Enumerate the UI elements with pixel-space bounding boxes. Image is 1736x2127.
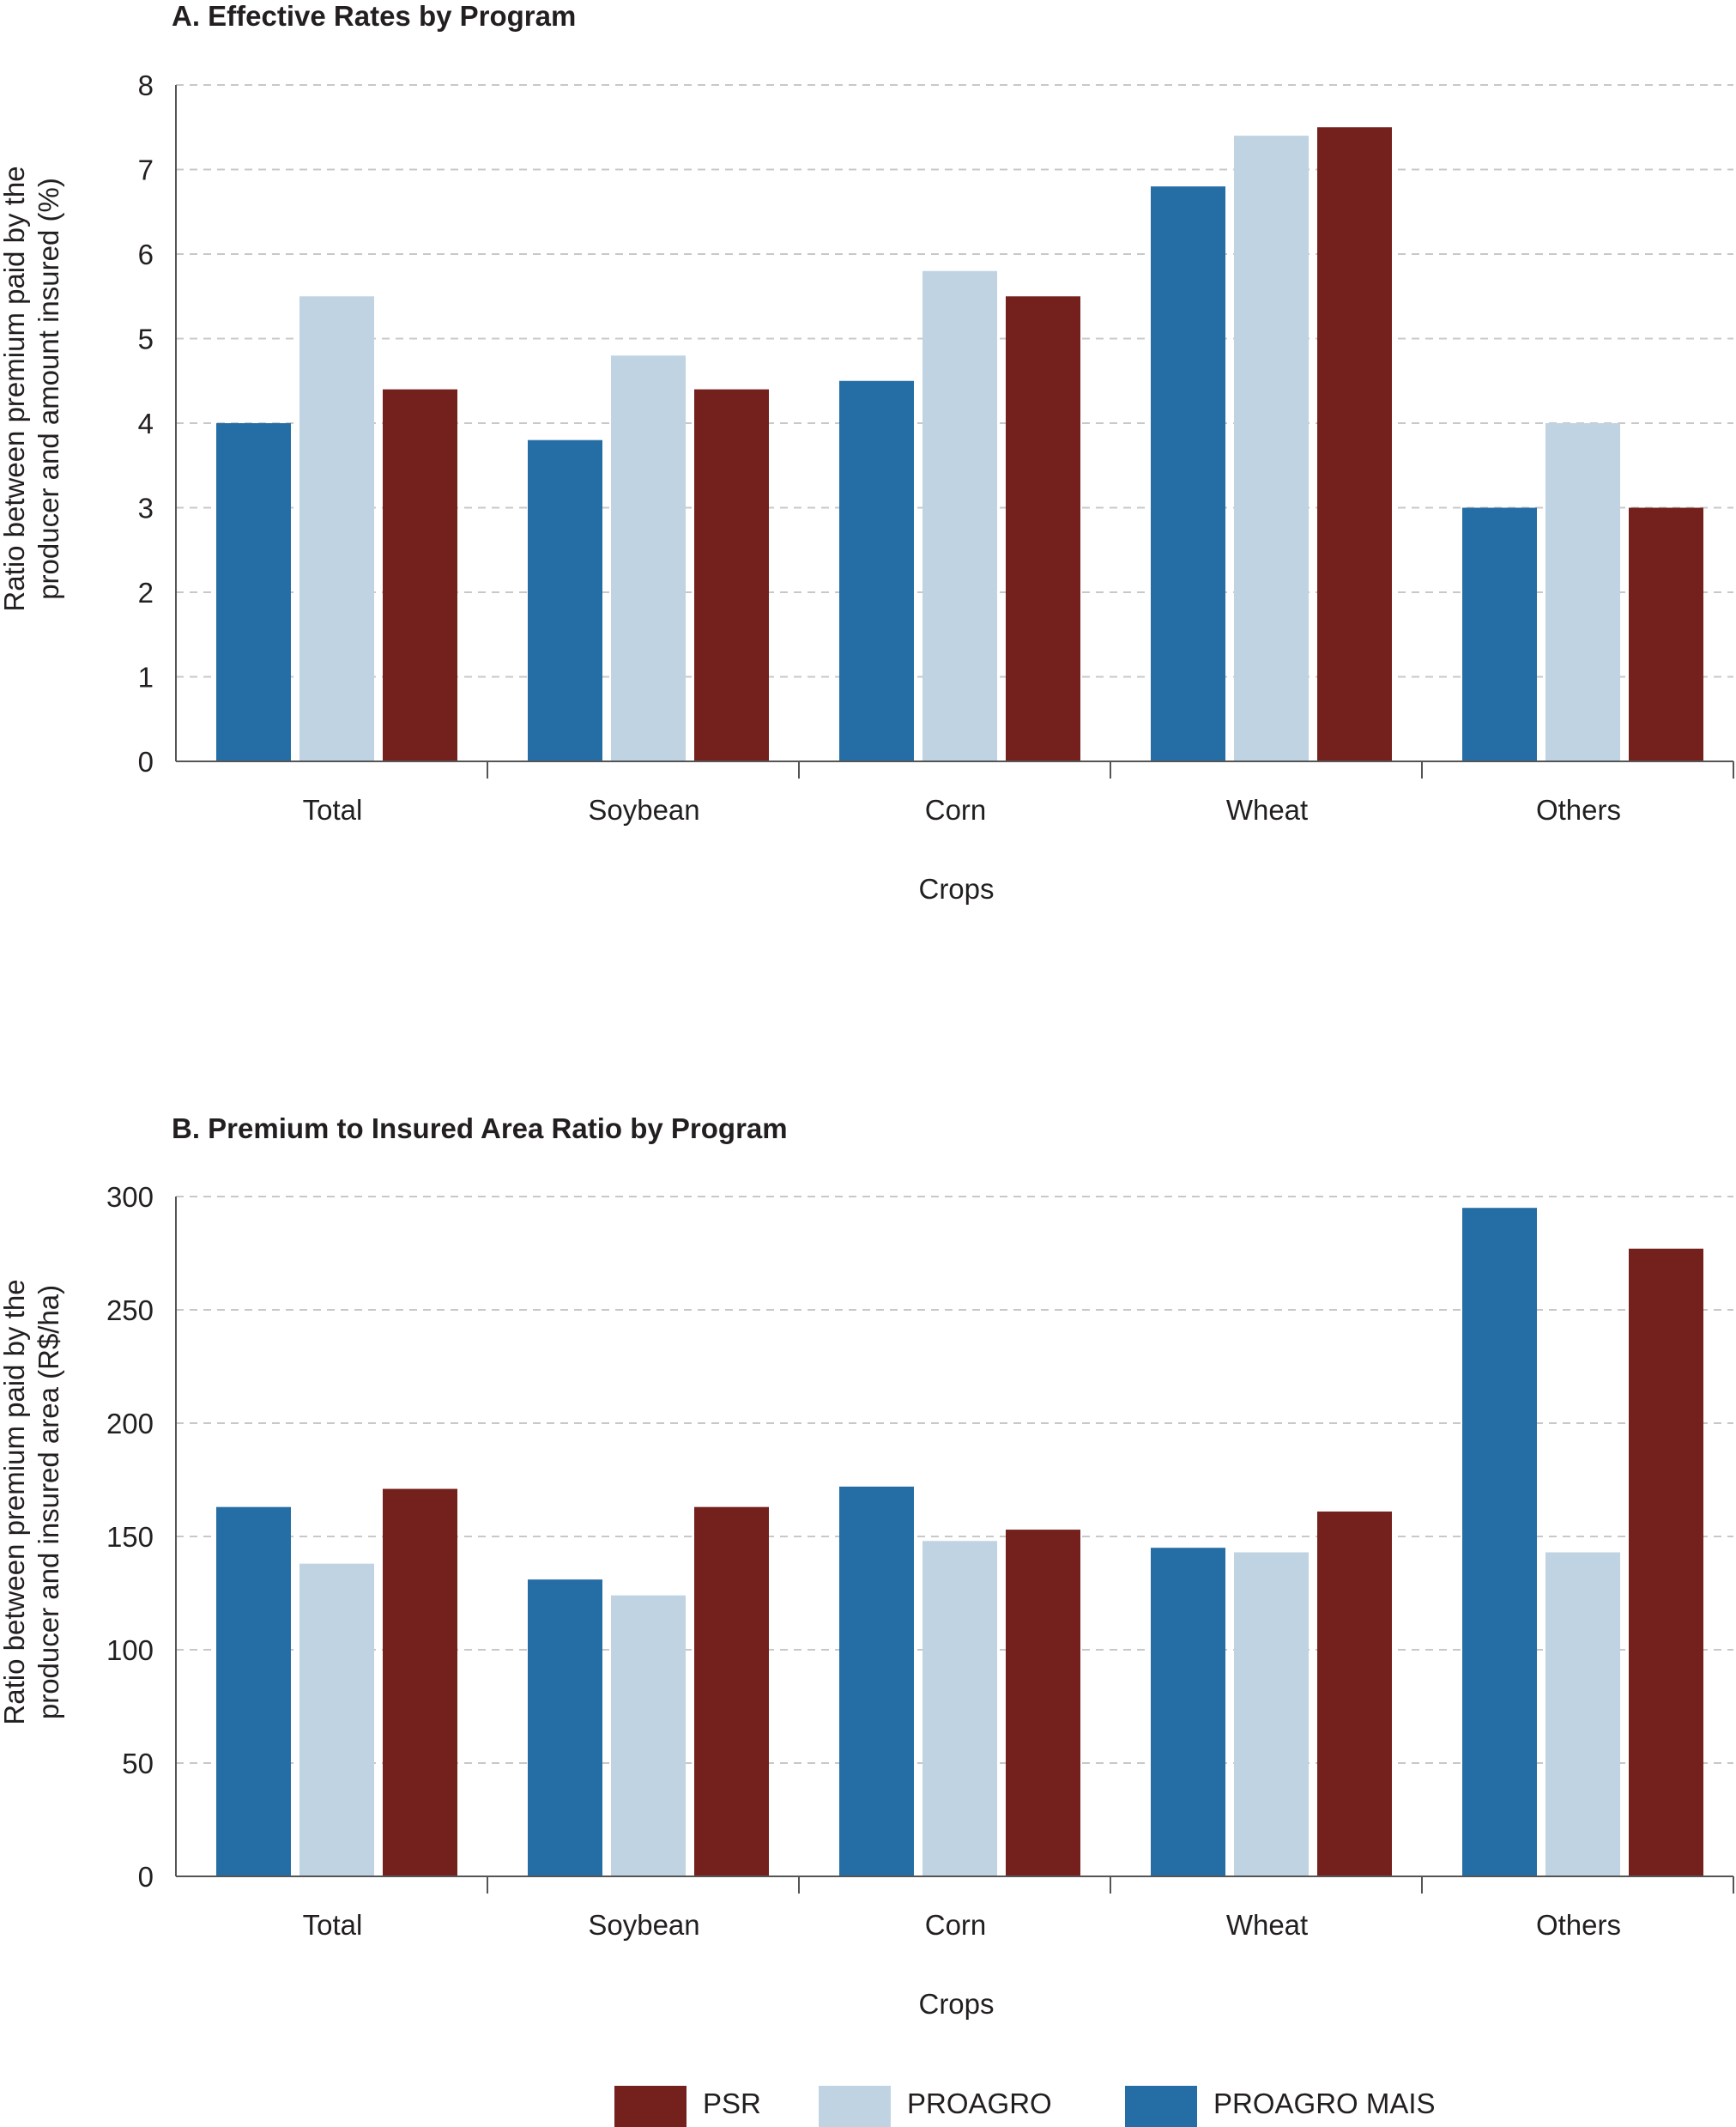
y-tick-label: 3	[138, 493, 154, 524]
x-tick-label: Soybean	[588, 794, 699, 826]
x-tick-label: Others	[1536, 1909, 1621, 1941]
bar-proagro-mais	[839, 1486, 914, 1876]
x-tick-label: Soybean	[588, 1909, 699, 1941]
chart-b: 0 50 100 150 200 250 300 Total Soybean Corn Wheat O…	[0, 1181, 1734, 2020]
bar-psr	[1317, 127, 1392, 761]
y-tick-label: 50	[122, 1748, 154, 1779]
y-tick-label: 2	[138, 577, 154, 609]
y-axis-label: Ratio between premium paid by the	[0, 166, 30, 611]
bar-psr	[1629, 1248, 1703, 1876]
bar-proagro	[611, 1595, 686, 1876]
bar-proagro	[611, 355, 686, 761]
bar-proagro-mais	[528, 1579, 602, 1876]
bar-psr	[1006, 296, 1080, 761]
x-axis-label: Crops	[918, 873, 994, 905]
bar-proagro	[1234, 136, 1309, 762]
y-axis-label: producer and insured area (R$/ha)	[33, 1285, 64, 1719]
y-tick-label: 1	[138, 662, 154, 694]
y-tick-label: 8	[138, 70, 154, 101]
bar-proagro	[922, 270, 997, 761]
bar-proagro-mais	[1151, 186, 1225, 761]
bar-psr	[694, 389, 769, 761]
x-tick-label: Corn	[925, 794, 987, 826]
legend-label-proagro-mais: PROAGRO MAIS	[1213, 2088, 1436, 2119]
x-tick-label: Wheat	[1226, 794, 1308, 826]
bar-proagro	[1234, 1552, 1309, 1876]
y-tick-label: 7	[138, 155, 154, 186]
bar-proagro	[922, 1541, 997, 1876]
bar-proagro	[1545, 423, 1620, 761]
y-tick-label: 0	[138, 1861, 154, 1893]
y-tick-label: 300	[106, 1181, 154, 1213]
legend-swatch-proagro	[819, 2086, 891, 2127]
bar-psr	[383, 1488, 457, 1876]
x-tick-label: Others	[1536, 794, 1621, 826]
y-tick-label: 150	[106, 1521, 154, 1553]
x-tick-label: Total	[303, 1909, 363, 1941]
bar-proagro	[299, 1563, 374, 1876]
bar-proagro-mais	[1151, 1548, 1225, 1876]
y-tick-label: 100	[106, 1634, 154, 1666]
y-tick-label: 0	[138, 746, 154, 778]
chart-b-title: B. Premium to Insured Area Ratio by Prog…	[172, 1112, 788, 1144]
chart-a: 0 1 2 3 4 5 6 7 8 Total Soybean Corn Wheat Others Crop…	[0, 70, 1734, 905]
bar-proagro-mais	[216, 1506, 291, 1876]
y-tick-label: 6	[138, 239, 154, 270]
legend-label-proagro: PROAGRO	[907, 2088, 1052, 2119]
chart-a-title: A. Effective Rates by Program	[172, 0, 577, 32]
y-axis-label: producer and amount insured (%)	[33, 178, 64, 600]
legend-swatch-proagro-mais	[1125, 2086, 1197, 2127]
bar-proagro-mais	[528, 439, 602, 761]
y-tick-label: 4	[138, 408, 154, 439]
x-axis-label: Crops	[918, 1988, 994, 2020]
bar-psr	[1006, 1530, 1080, 1876]
y-tick-label: 200	[106, 1408, 154, 1439]
bar-proagro	[299, 296, 374, 761]
bar-proagro-mais	[1462, 1208, 1537, 1876]
x-tick-label: Wheat	[1226, 1909, 1308, 1941]
bar-psr	[694, 1506, 769, 1876]
legend-swatch-psr	[614, 2086, 687, 2127]
y-tick-label: 250	[106, 1294, 154, 1326]
bar-psr	[1317, 1511, 1392, 1876]
x-tick-label: Corn	[925, 1909, 987, 1941]
bar-proagro	[1545, 1552, 1620, 1876]
bar-psr	[383, 389, 457, 761]
bar-proagro-mais	[839, 380, 914, 761]
bar-proagro-mais	[1462, 507, 1537, 761]
legend-label-psr: PSR	[703, 2088, 761, 2119]
y-tick-label: 5	[138, 324, 154, 355]
y-axis-label: Ratio between premium paid by the	[0, 1279, 30, 1724]
bar-proagro-mais	[216, 423, 291, 761]
x-tick-label: Total	[303, 794, 363, 826]
bar-psr	[1629, 507, 1703, 761]
